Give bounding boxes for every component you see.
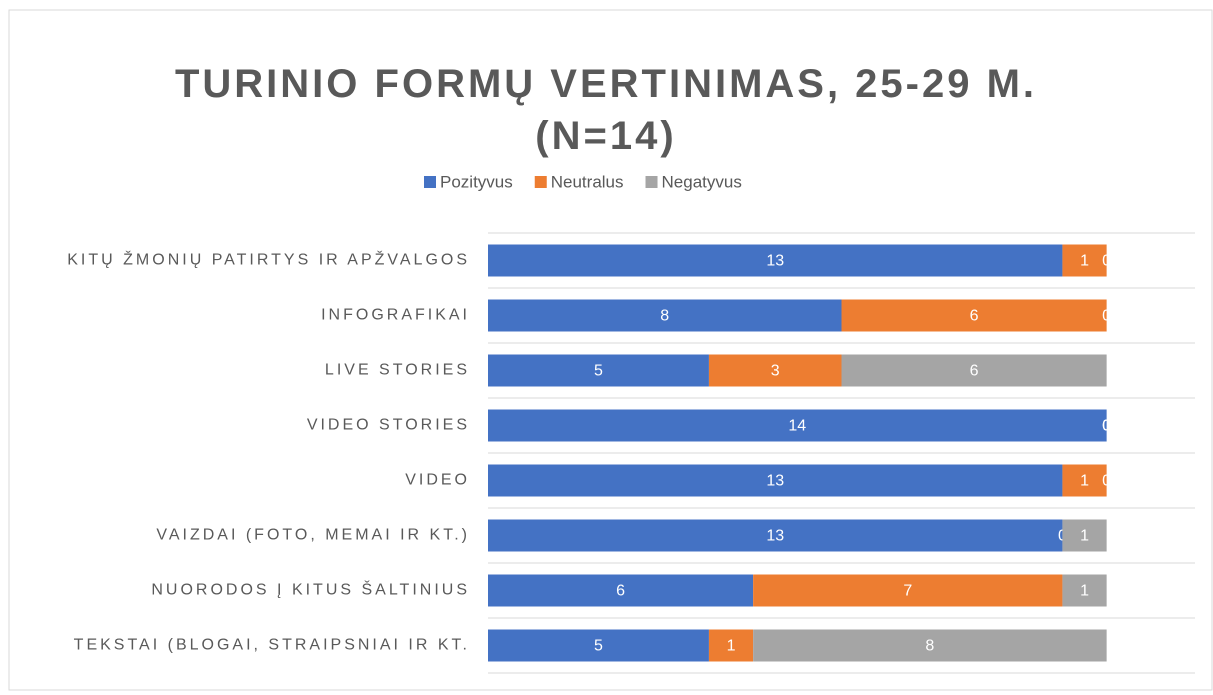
data-label: 1: [1080, 528, 1089, 545]
bar-segment: [488, 244, 1063, 277]
bar-segment: [1062, 574, 1107, 607]
data-label: 1: [727, 638, 736, 655]
data-label: 0: [1102, 473, 1111, 490]
data-label: 6: [616, 583, 625, 600]
bar-segment: [488, 519, 1063, 552]
data-label: 13: [766, 253, 784, 270]
data-label: 0: [1102, 418, 1111, 435]
y-tick-label: KITŲ ŽMONIŲ PATIRTYS IR APŽVALGOS: [67, 250, 470, 269]
data-label: 5: [594, 363, 603, 380]
data-label: 1: [1080, 583, 1089, 600]
data-label: 13: [766, 473, 784, 490]
chart-title: TURINIO FORMŲ VERTINIMAS, 25-29 M. (N=14…: [174, 62, 1038, 158]
data-label: 1: [1080, 473, 1089, 490]
legend-swatch: [424, 176, 436, 188]
bar-segment: [708, 629, 754, 662]
y-tick-label: LIVE STORIES: [325, 362, 470, 379]
bar-segment: [488, 354, 709, 387]
data-label: 0: [1102, 418, 1111, 435]
data-label: 6: [970, 363, 979, 380]
data-label: 1: [1080, 253, 1089, 270]
chart-border: [8, 9, 1213, 691]
bar-segment: [841, 354, 1107, 387]
legend-label: Neutralus: [551, 172, 624, 191]
y-tick-label: VIDEO STORIES: [307, 417, 470, 434]
bar-segment: [488, 409, 1107, 442]
bar-segment: [1062, 244, 1107, 277]
data-label: 6: [970, 308, 979, 325]
data-label: 7: [903, 583, 912, 600]
bar-segment: [841, 299, 1107, 332]
data-label: 14: [788, 418, 806, 435]
bar-segment: [753, 629, 1107, 662]
data-label: 0: [1102, 253, 1111, 270]
bar-segment: [488, 299, 842, 332]
y-tick-label: INFOGRAFIKAI: [321, 307, 470, 324]
bar-segment: [1062, 519, 1107, 552]
data-label: 8: [660, 308, 669, 325]
y-tick-label: VIDEO: [405, 472, 470, 489]
bar-segment: [488, 464, 1063, 497]
legend-swatch: [534, 176, 547, 188]
bar-segment: [1062, 464, 1107, 497]
y-tick-label: TEKSTAI (BLOGAI, STRAIPSNIAI IR KT.: [74, 637, 470, 654]
bar-segment: [708, 354, 842, 387]
data-label: 5: [594, 638, 603, 655]
bar-segment: [488, 629, 709, 662]
legend-label: Pozityvus: [440, 172, 513, 191]
y-tick-label: VAIZDAI (FOTO, MEMAI IR KT.): [156, 527, 470, 544]
bar-segment: [488, 574, 754, 607]
legend-swatch: [645, 176, 658, 188]
data-label: 0: [1102, 308, 1111, 325]
y-tick-label: NUORODOS Į KITUS ŠALTINIUS: [151, 580, 470, 599]
data-label: 8: [925, 638, 934, 655]
legend-label: Negatyvus: [662, 172, 742, 191]
bar-segment: [753, 574, 1063, 607]
data-label: 13: [766, 528, 784, 545]
data-label: 3: [771, 363, 780, 380]
